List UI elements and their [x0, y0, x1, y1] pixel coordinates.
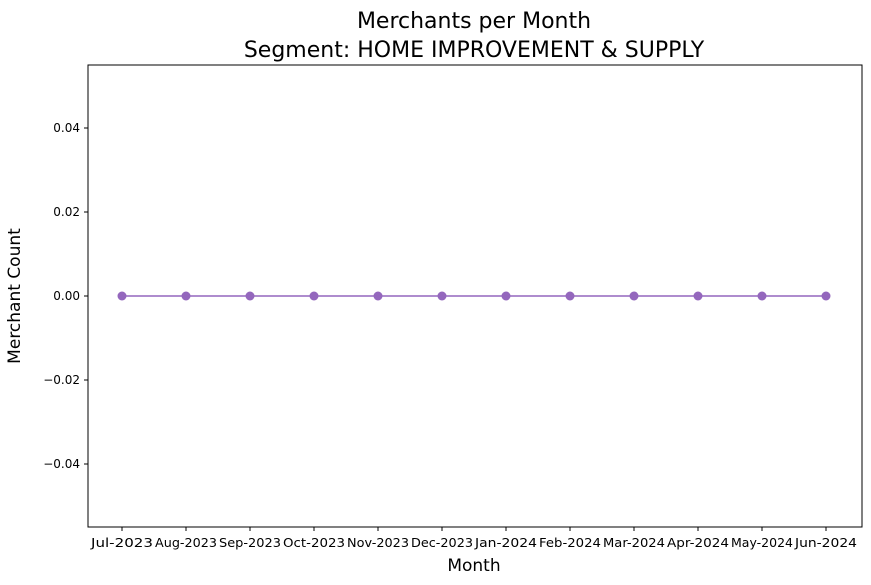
x-tick-label: Nov-2023	[347, 536, 409, 550]
chart-title: Merchants per Month	[357, 9, 591, 34]
series-layer	[117, 291, 831, 301]
data-point	[693, 291, 703, 301]
y-axis-label: Merchant Count	[5, 228, 25, 364]
x-tick-label: Jul-2023	[90, 536, 153, 550]
x-tick-label: Aug-2023	[155, 536, 217, 550]
x-tick-label: Jan-2024	[474, 536, 537, 550]
x-axis-label: Month	[447, 556, 500, 576]
x-tick-label: Feb-2024	[539, 536, 601, 550]
y-tick-label: 0.02	[53, 205, 80, 219]
data-point	[821, 291, 831, 301]
data-point	[117, 291, 127, 301]
data-point	[437, 291, 447, 301]
data-point	[501, 291, 511, 301]
x-tick-label: May-2024	[731, 536, 793, 550]
data-point	[373, 291, 383, 301]
y-tick-label: 0.04	[53, 121, 80, 135]
y-axis: −0.04 −0.02 0.00 0.02 0.04	[43, 121, 88, 471]
x-tick-label: Jun-2024	[794, 536, 857, 550]
data-point	[181, 291, 191, 301]
y-tick-label: −0.04	[43, 457, 80, 471]
x-tick-label: Sep-2023	[219, 536, 281, 550]
x-axis: Jul-2023 Aug-2023 Sep-2023 Oct-2023 Nov-2023…	[90, 527, 857, 550]
x-tick-label: Mar-2024	[603, 536, 665, 550]
data-point	[629, 291, 639, 301]
x-tick-label: Oct-2023	[283, 536, 345, 550]
x-tick-label: Apr-2024	[667, 536, 729, 550]
data-point	[757, 291, 767, 301]
y-tick-label: −0.02	[43, 373, 80, 387]
x-tick-label: Dec-2023	[411, 536, 473, 550]
y-tick-label: 0.00	[53, 289, 80, 303]
data-point	[245, 291, 255, 301]
data-point	[309, 291, 319, 301]
chart-subtitle: Segment: HOME IMPROVEMENT & SUPPLY	[244, 38, 705, 63]
data-point	[565, 291, 575, 301]
